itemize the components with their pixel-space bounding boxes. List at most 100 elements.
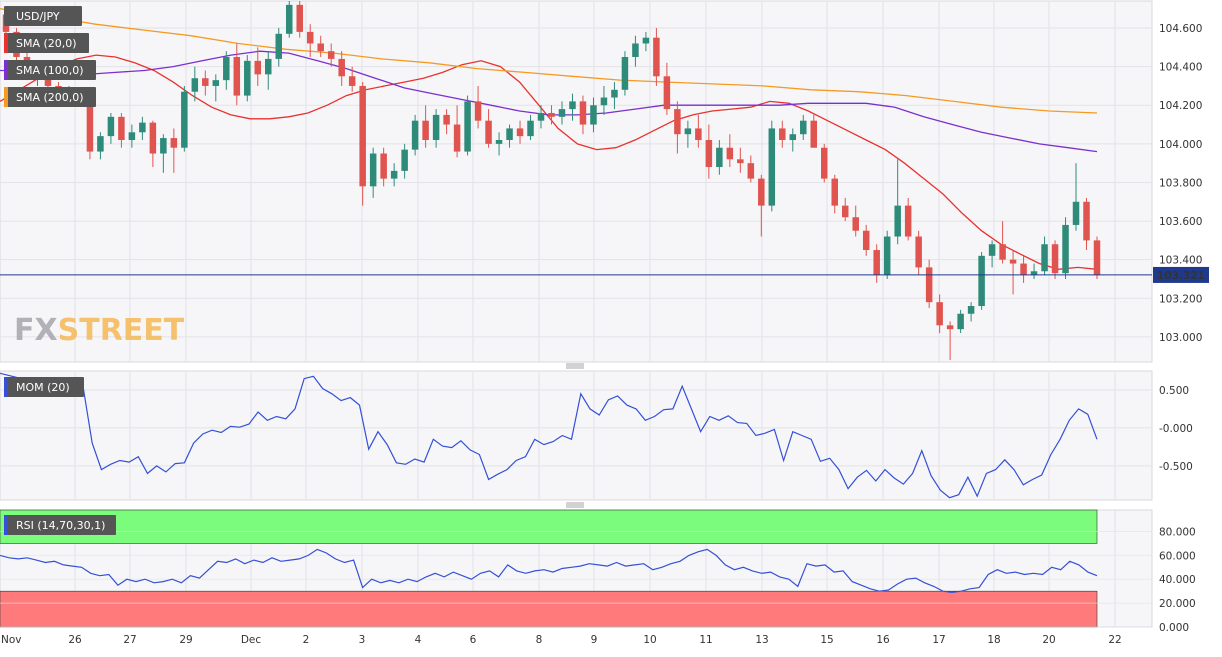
candle-body [1051,244,1059,274]
rsi-overbought-zone [0,509,1098,544]
legend-sma100-bg [4,60,96,80]
candle-body [495,139,503,144]
y-tick-label: 104.600 [1159,23,1202,35]
candle-body [443,114,450,125]
candle-body [275,33,283,59]
x-tick-label: Nov [1,634,22,646]
candle-body [1009,259,1017,264]
candle-body [527,120,534,137]
candle-body [1062,224,1069,274]
candle-body [925,267,933,303]
legend-sma200-swatch [4,87,8,107]
momentum-line [0,372,1098,499]
legend-rsi-bg [4,515,116,535]
x-tick-label: 20 [1042,634,1055,646]
candle-body [663,76,671,110]
x-tick-label: 9 [591,634,598,646]
candle-body [705,139,713,168]
y-tick-label: 104.400 [1159,62,1202,74]
x-tick-label: 17 [932,634,945,646]
x-tick-label: 4 [415,634,422,646]
candle-body [695,128,702,140]
candle-body [411,120,419,150]
legend-rsi-swatch [4,515,8,535]
legend-sma200-bg [4,87,96,107]
y-tick-label: 60.000 [1159,550,1196,562]
sma-line-2 [0,8,1098,114]
symbol-label: USD/JPY [16,10,60,23]
candle-body [1041,244,1048,272]
x-tick-label: 13 [755,634,768,646]
candle-body [894,205,901,237]
rsi-oversold-zone [0,590,1098,628]
y-tick-label: 103.000 [1159,332,1202,344]
candle-body [820,147,828,179]
candle-body [254,60,262,75]
candle-body [642,37,650,44]
candle-body [202,78,209,86]
candle-body [737,159,744,164]
candle-body [401,149,408,171]
rsi-line [0,548,1098,594]
candle-body [170,138,178,148]
legend-momentum-swatch [4,377,8,397]
candle-body [390,170,398,179]
candle-body [265,58,272,75]
y-tick-label: 20.000 [1159,598,1196,610]
x-tick-label: Dec [241,634,262,646]
candle-body [852,217,859,231]
legend-sma20-swatch [4,33,8,53]
candle-body [632,43,639,57]
candle-body [432,114,440,140]
candle-body [558,109,566,117]
candle-body [86,97,94,152]
y-tick-label: 103.400 [1159,255,1202,267]
candle-body [862,230,870,251]
candle-body [128,132,136,140]
candle-body [873,250,880,276]
candle-body [97,136,104,152]
y-tick-label: 40.000 [1159,574,1196,586]
candle-body [317,43,324,52]
candle-body [474,101,482,121]
candle-body [422,120,429,140]
candle-body [1093,240,1101,276]
y-tick-label: -0.500 [1159,461,1193,473]
x-tick-label: 15 [820,634,833,646]
candle-body [285,4,293,34]
legend-sma100-swatch [4,60,8,80]
y-tick-label: 103.800 [1159,177,1202,189]
x-tick-label: 2 [303,634,310,646]
candle-body [590,105,597,125]
candle-body [107,116,115,137]
candle-body [516,128,524,137]
symbol-label-bg [4,6,82,26]
candle-body [244,60,251,96]
candle-body [716,147,723,168]
candle-body [380,153,387,179]
candle-body [810,120,818,148]
candle-body [957,313,964,330]
candle-body [684,128,692,135]
candle-body [883,236,891,276]
candle-body [768,128,776,206]
candle-body [726,147,734,160]
candle-body [485,120,492,144]
candle-body [1030,271,1038,276]
legend-rsi: RSI (14,70,30,1) [16,519,105,532]
candle-body [978,255,985,307]
watermark-fx: FX [14,313,58,348]
legend-sma20-bg [4,33,89,53]
candle-body [191,78,199,92]
panel-bg-1 [0,0,1153,363]
y-tick-label: 103.200 [1159,293,1202,305]
legend-momentum-bg [4,377,84,397]
candle-body [453,124,461,152]
candle-body [747,163,755,179]
candle-body [359,85,366,187]
y-tick-label: 104.000 [1159,139,1202,151]
legend-sma200: SMA (200,0) [16,91,84,104]
legend-sma20: SMA (20,0) [16,37,77,50]
legend-sma100: SMA (100,0) [16,64,84,77]
